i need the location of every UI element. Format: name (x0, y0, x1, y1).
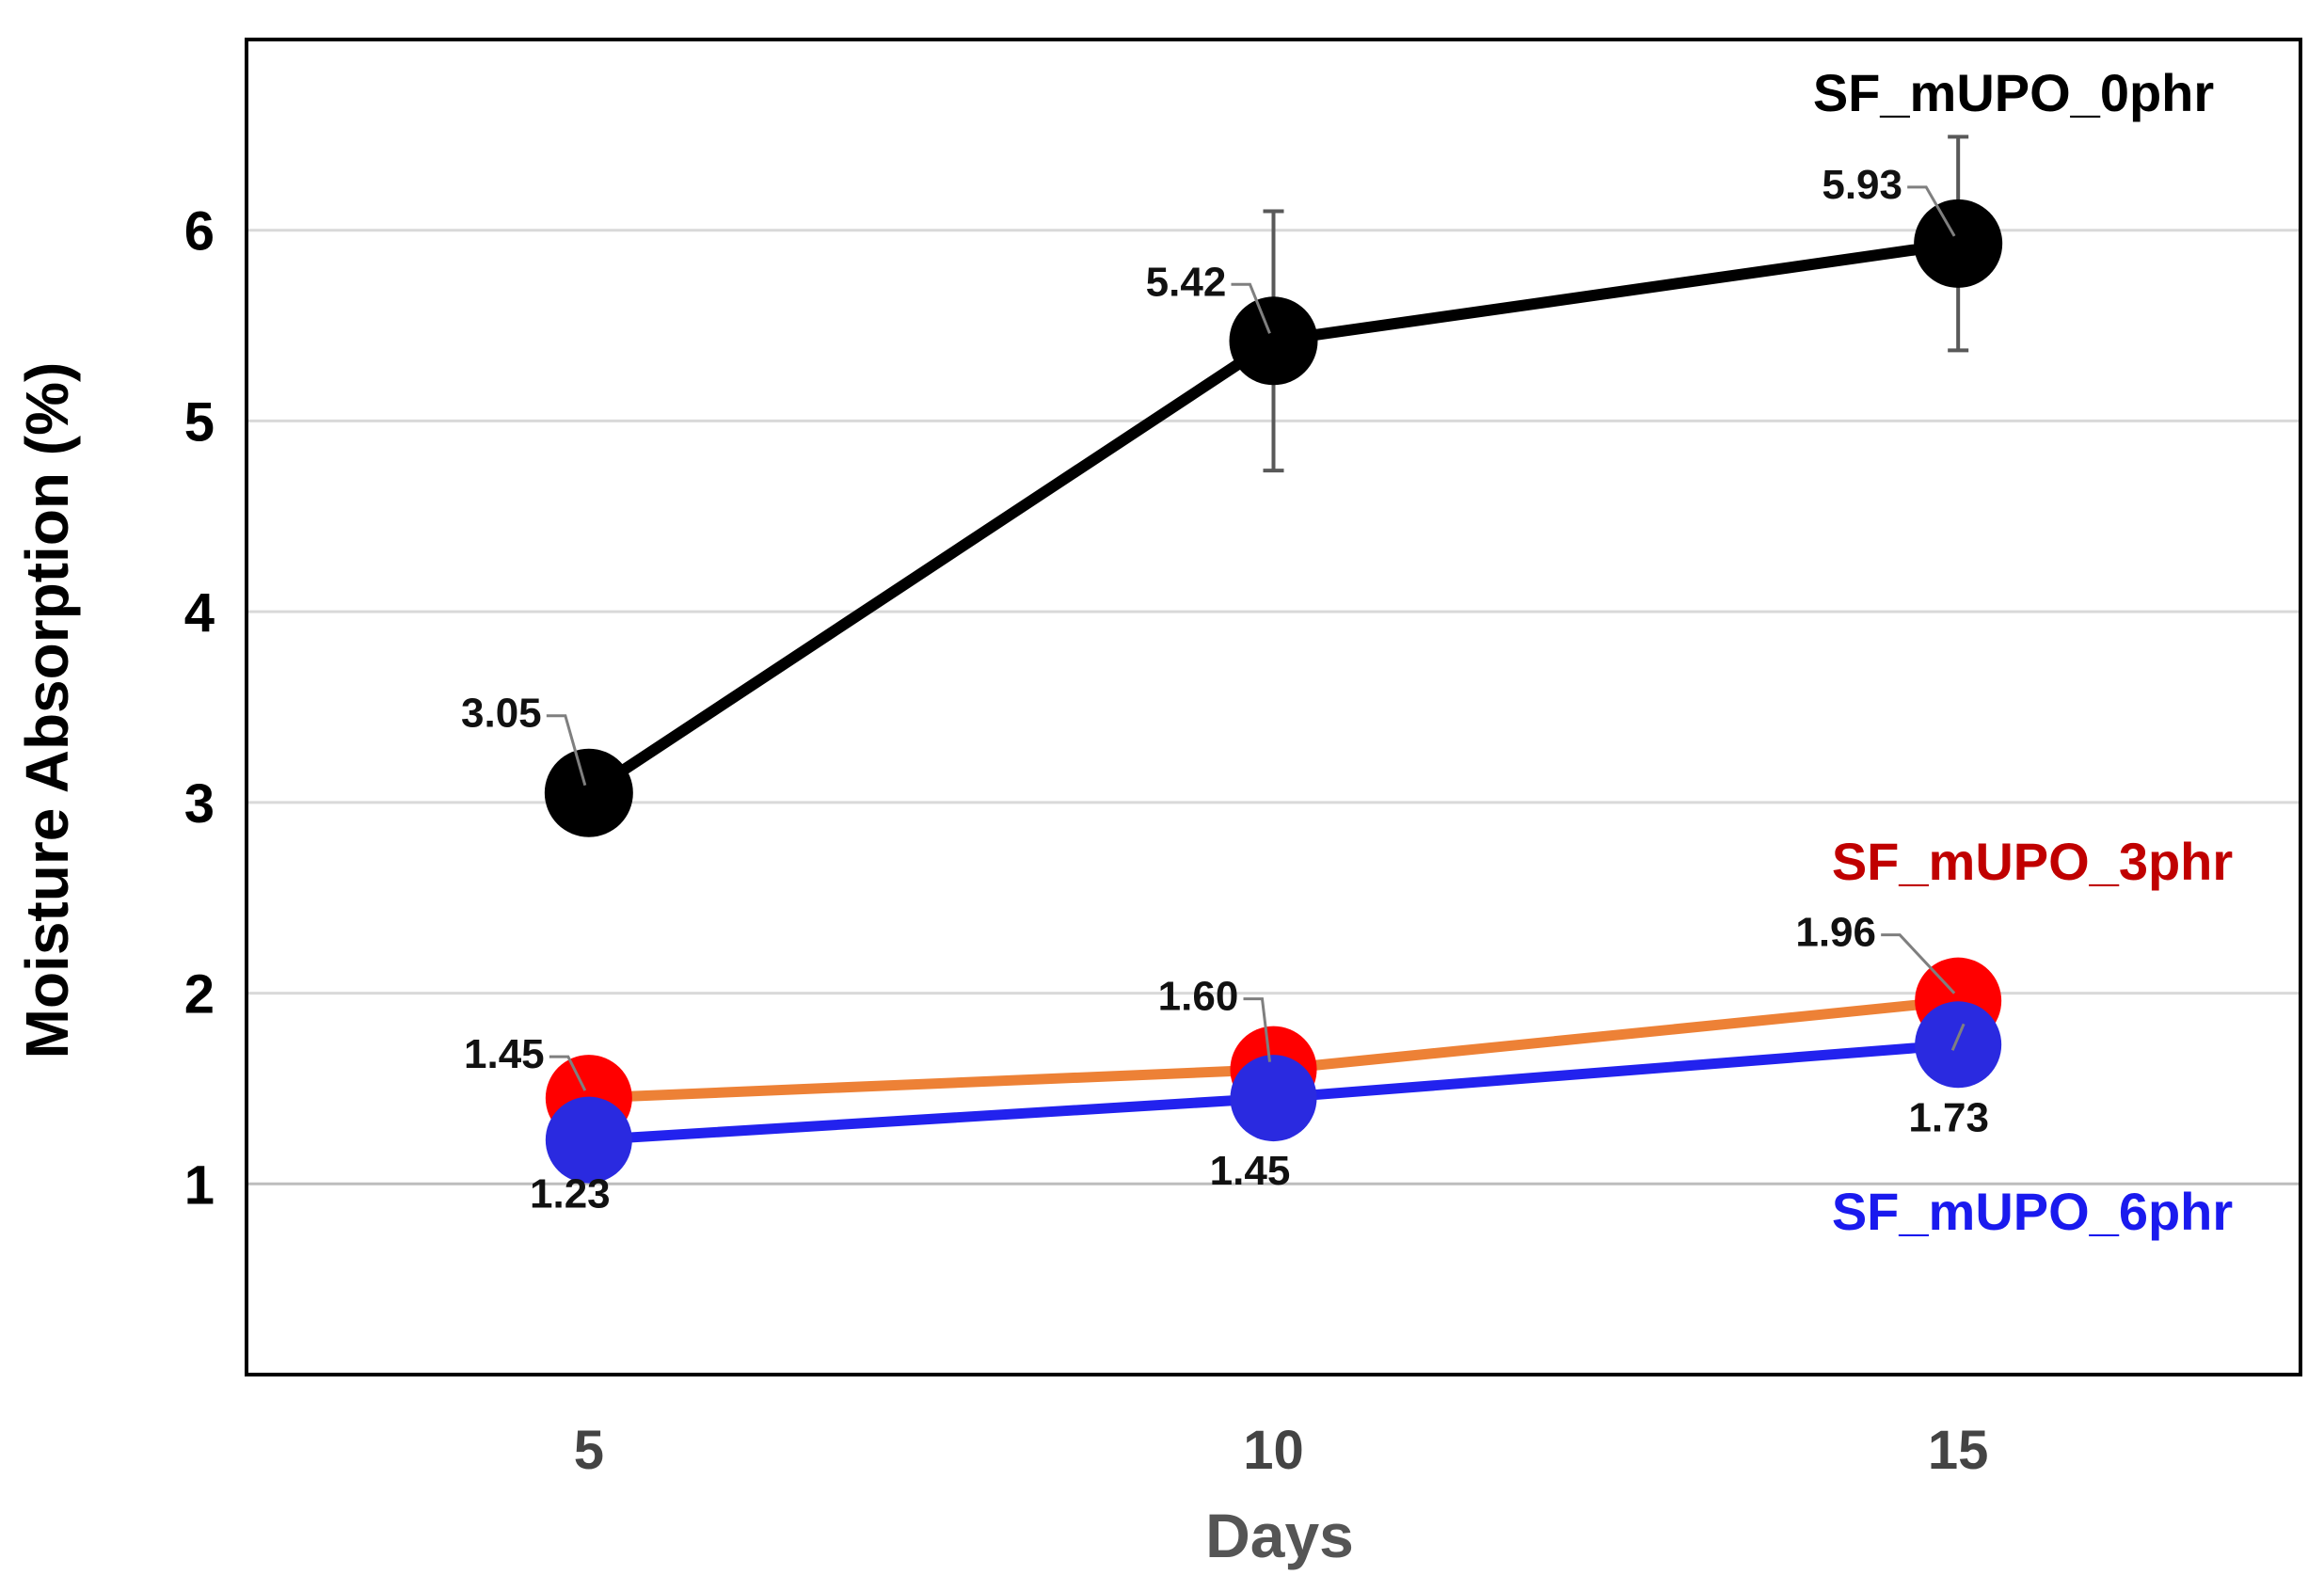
plot-area-frame (245, 38, 2302, 1376)
x-axis-title: Days (1205, 1501, 1354, 1570)
data-label-SF_mUPO_6phr-15: 1.73 (1908, 1094, 1989, 1140)
data-label-SF_mUPO_0phr-15: 5.93 (1822, 162, 1902, 208)
series-markers (544, 199, 2003, 1184)
x-tick-label-15: 15 (1928, 1420, 1989, 1481)
marker-SF_mUPO_0phr-10 (1229, 296, 1318, 386)
series-name-SF_mUPO_6phr: SF_mUPO_6phr (1832, 1182, 2233, 1241)
data-label-SF_mUPO_0phr-10: 5.42 (1146, 259, 1227, 305)
data-label-SF_mUPO_3phr-5: 1.45 (464, 1031, 545, 1077)
y-axis-title: Moisture Absorption (%) (13, 362, 81, 1059)
leader-line-SF_mUPO_0phr-5 (546, 714, 587, 787)
series-name-SF_mUPO_3phr: SF_mUPO_3phr (1832, 832, 2233, 891)
label-leader-lines (546, 185, 1966, 1091)
x-tick-label-5: 5 (574, 1420, 604, 1481)
series-name-labels: SF_mUPO_0phr SF_mUPO_3phr SF_mUPO_6phr (1813, 63, 2233, 1241)
series-name-SF_mUPO_0phr: SF_mUPO_0phr (1813, 63, 2214, 122)
data-label-SF_mUPO_3phr-15: 1.96 (1795, 910, 1876, 956)
y-axis-ticks: 1 2 3 4 5 6 (184, 201, 215, 1217)
y-tick-label-2: 2 (184, 964, 215, 1026)
data-label-SF_mUPO_6phr-5: 1.23 (530, 1171, 611, 1217)
leader-line-SF_mUPO_3phr-5 (549, 1055, 587, 1091)
y-tick-label-5: 5 (184, 391, 215, 453)
y-tick-label-3: 3 (184, 773, 215, 835)
marker-SF_mUPO_0phr-15 (1914, 199, 2003, 288)
leader-line-SF_mUPO_6phr-15 (1950, 1023, 1966, 1051)
x-axis-ticks: 5 10 15 (574, 1420, 1989, 1481)
y-tick-label-6: 6 (184, 201, 215, 263)
leader-line-SF_mUPO_3phr-15 (1881, 933, 1956, 994)
data-labels: 3.05 5.42 5.93 1.45 1.60 1.96 1.23 1.45 1.73 (461, 162, 1989, 1217)
marker-SF_mUPO_6phr-15 (1915, 1001, 2002, 1089)
y-tick-label-1: 1 (184, 1154, 215, 1216)
data-label-SF_mUPO_0phr-5: 3.05 (461, 691, 542, 737)
leader-line-SF_mUPO_0phr-10 (1231, 282, 1271, 334)
leader-line-SF_mUPO_3phr-10 (1243, 997, 1271, 1062)
x-tick-label-10: 10 (1243, 1420, 1304, 1481)
leader-line-SF_mUPO_0phr-15 (1907, 185, 1956, 237)
data-label-SF_mUPO_3phr-10: 1.60 (1158, 974, 1239, 1020)
marker-SF_mUPO_0phr-5 (544, 748, 633, 837)
data-label-SF_mUPO_6phr-10: 1.45 (1210, 1148, 1291, 1194)
marker-SF_mUPO_6phr-10 (1230, 1055, 1317, 1142)
y-tick-label-4: 4 (184, 582, 215, 644)
marker-SF_mUPO_6phr-5 (545, 1096, 632, 1184)
